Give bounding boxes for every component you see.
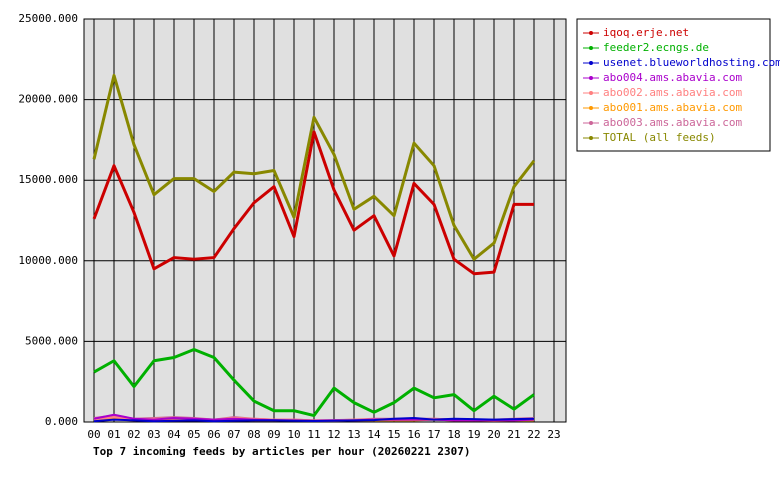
- chart-title: Top 7 incoming feeds by articles per hou…: [93, 445, 471, 458]
- x-tick-label: 06: [207, 428, 220, 441]
- legend-box: [576, 18, 771, 152]
- x-tick-label: 13: [347, 428, 360, 441]
- legend-label: TOTAL (all feeds): [603, 131, 716, 144]
- x-tick-label: 09: [267, 428, 280, 441]
- x-tick-label: 00: [87, 428, 100, 441]
- x-tick-label: 19: [467, 428, 480, 441]
- x-tick-label: 08: [247, 428, 260, 441]
- legend-dot: [589, 91, 593, 95]
- x-tick-label: 15: [387, 428, 400, 441]
- plot-area: [83, 18, 567, 423]
- legend-label: iqoq.erje.net: [603, 26, 689, 39]
- x-tick-label: 10: [287, 428, 300, 441]
- series-line: [92, 73, 536, 261]
- x-tick-label: 02: [127, 428, 140, 441]
- series-line: [93, 416, 535, 423]
- legend-label: usenet.blueworldhosting.com: [603, 56, 780, 69]
- y-tick-label: 5000.000: [25, 334, 78, 347]
- legend-label: abo001.ams.abavia.com: [603, 101, 742, 114]
- x-tick-label: 18: [447, 428, 460, 441]
- legend-dot: [589, 31, 593, 35]
- x-tick-label: 20: [487, 428, 500, 441]
- y-tick-label: 10000.000: [18, 254, 78, 267]
- x-tick-label: 22: [527, 428, 540, 441]
- x-tick-label: 05: [187, 428, 200, 441]
- x-tick-label: 12: [327, 428, 340, 441]
- legend-label: abo002.ams.abavia.com: [603, 86, 742, 99]
- x-tick-label: 03: [147, 428, 160, 441]
- x-tick-label: 07: [227, 428, 240, 441]
- legend-label: abo004.ams.abavia.com: [603, 71, 742, 84]
- x-tick-label: 01: [107, 428, 120, 441]
- x-tick-label: 23: [547, 428, 560, 441]
- legend-dot: [589, 106, 593, 110]
- legend-dot: [589, 136, 593, 140]
- x-tick-label: 04: [167, 428, 181, 441]
- legend-dot: [589, 76, 593, 80]
- legend-label: feeder2.ecngs.de: [603, 41, 709, 54]
- y-tick-label: 20000.000: [18, 93, 78, 106]
- legend-dot: [589, 61, 593, 65]
- x-tick-label: 11: [307, 428, 320, 441]
- legend-dot: [589, 46, 593, 50]
- x-tick-label: 21: [507, 428, 520, 441]
- legend-label: abo003.ams.abavia.com: [603, 116, 742, 129]
- series-line: [93, 347, 535, 418]
- y-tick-label: 15000.000: [18, 173, 78, 186]
- y-tick-label: 25000.000: [18, 12, 78, 25]
- series-line: [92, 130, 534, 276]
- legend-dot: [589, 121, 593, 125]
- x-tick-label: 14: [367, 428, 381, 441]
- x-tick-label: 17: [427, 428, 440, 441]
- x-tick-label: 16: [407, 428, 420, 441]
- y-tick-label: 0.000: [45, 415, 78, 428]
